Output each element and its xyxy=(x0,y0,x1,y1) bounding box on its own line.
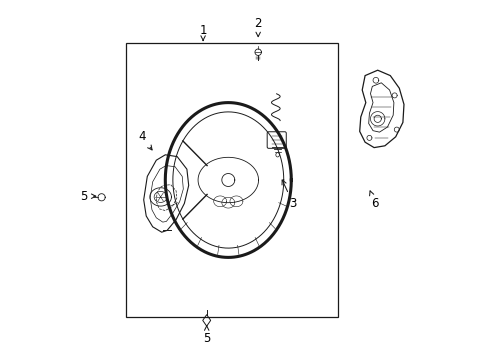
Text: 3: 3 xyxy=(282,180,296,210)
Text: 6: 6 xyxy=(369,191,378,210)
Bar xyxy=(125,43,337,317)
Text: 1: 1 xyxy=(199,24,206,40)
Text: 5: 5 xyxy=(203,326,210,345)
Text: 5: 5 xyxy=(81,190,96,203)
Text: 2: 2 xyxy=(254,17,262,37)
Text: 4: 4 xyxy=(138,130,152,150)
